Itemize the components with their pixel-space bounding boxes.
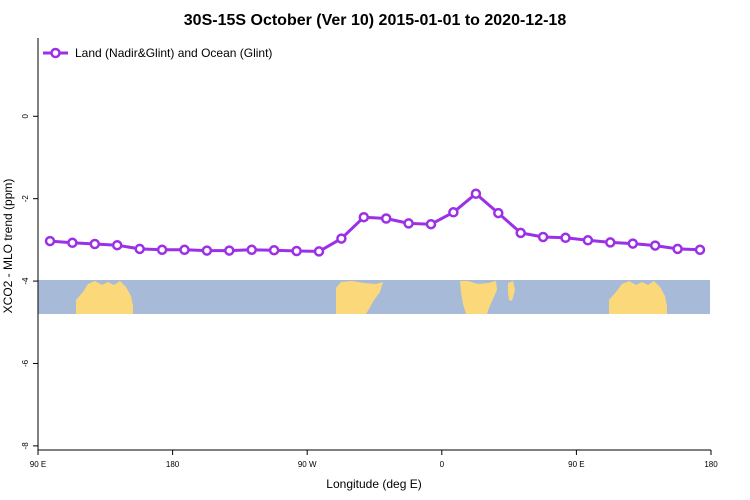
y-tick-label: -8: [21, 442, 30, 450]
data-point: [380, 213, 392, 224]
land-south-america: [336, 281, 383, 314]
y-tick-label: -6: [21, 359, 30, 367]
y-tick-label: -2: [21, 195, 30, 203]
data-point: [134, 243, 145, 255]
legend-label: Land (Nadir&Glint) and Ocean (Glint): [75, 46, 272, 60]
y-tick-label: 0: [21, 114, 30, 119]
x-tick-label: 180: [166, 460, 180, 469]
legend: Land (Nadir&Glint) and Ocean (Glint): [43, 46, 272, 60]
data-point: [605, 237, 616, 248]
x-ticks: 90 E 180 90 W 0 90 E 180: [30, 450, 718, 469]
data-point: [156, 244, 168, 256]
x-tick-label: 90 E: [568, 460, 584, 469]
data-point: [358, 211, 370, 223]
data-point: [67, 237, 78, 249]
x-axis-label: Longitude (deg E): [326, 477, 421, 491]
data-point: [694, 244, 706, 256]
data-point: [582, 235, 594, 246]
chart-title: 30S-15S October (Ver 10) 2015-01-01 to 2…: [184, 12, 567, 29]
land-australia-2: [609, 281, 667, 314]
x-tick-label: 0: [440, 460, 445, 469]
x-tick-label: 180: [704, 460, 718, 469]
data-point: [89, 238, 101, 250]
data-point: [336, 233, 347, 244]
land-australia-1: [76, 281, 133, 314]
data-point: [291, 245, 302, 257]
x-tick-label: 90 E: [30, 460, 46, 469]
data-point: [201, 245, 213, 256]
data-point: [268, 244, 280, 256]
data-point: [425, 218, 437, 230]
land-ocean-map-strip: [38, 280, 710, 314]
y-tick-label: -4: [21, 277, 30, 285]
data-point: [627, 238, 639, 249]
axes: 90 E 180 90 W 0 90 E 180 0 -2 -4 -6 -8: [21, 38, 718, 469]
data-point: [448, 207, 459, 218]
data-point: [493, 207, 504, 219]
data-point: [649, 240, 661, 251]
series-points: [44, 188, 706, 257]
y-axis-label: XCO2 - MLO trend (ppm): [1, 179, 15, 314]
data-point: [44, 235, 56, 247]
land-africa: [460, 281, 497, 314]
land-madagascar: [508, 281, 515, 301]
data-point: [672, 243, 683, 255]
data-point: [560, 232, 571, 244]
data-point: [111, 239, 123, 251]
legend-marker: [50, 47, 61, 59]
data-point: [246, 244, 257, 256]
data-point: [537, 231, 549, 243]
data-point: [470, 188, 482, 199]
data-point: [403, 218, 414, 229]
x-tick-label: 90 W: [298, 460, 317, 469]
series-layer: [44, 188, 706, 257]
data-point: [515, 227, 526, 239]
series-line: [49, 192, 701, 253]
y-ticks: 0 -2 -4 -6 -8: [21, 114, 38, 450]
data-point: [224, 245, 235, 256]
data-point: [313, 246, 325, 257]
data-point: [179, 244, 190, 256]
